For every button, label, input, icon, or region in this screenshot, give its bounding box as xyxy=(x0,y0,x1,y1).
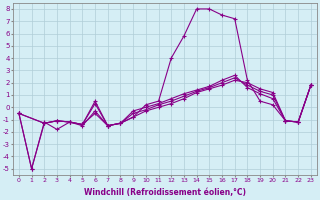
X-axis label: Windchill (Refroidissement éolien,°C): Windchill (Refroidissement éolien,°C) xyxy=(84,188,246,197)
